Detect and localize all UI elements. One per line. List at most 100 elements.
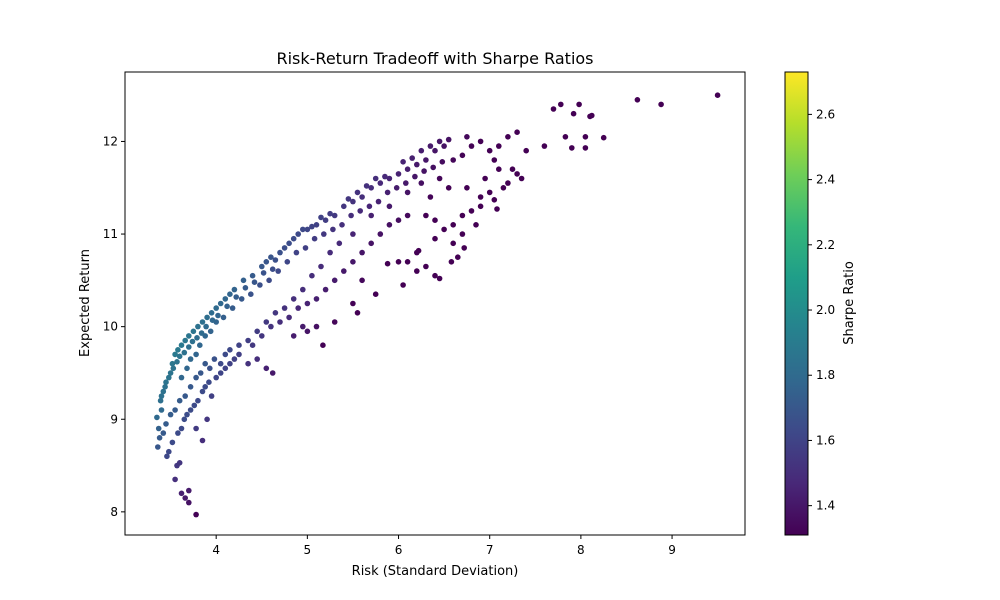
scatter-point [195, 323, 201, 330]
scatter-point [404, 166, 411, 172]
scatter-point [293, 249, 300, 256]
scatter-point [172, 407, 178, 413]
scatter-point [186, 333, 192, 339]
scatter-point [412, 173, 418, 180]
scatter-point [322, 286, 329, 293]
scatter-point [311, 235, 318, 242]
scatter-point [164, 453, 170, 460]
scatter-point [163, 379, 169, 386]
scatter-point [313, 323, 320, 330]
scatter-point [190, 328, 197, 335]
scatter-point [414, 161, 420, 168]
scatter-point [393, 185, 400, 191]
scatter-point [570, 110, 577, 117]
scatter-point [193, 351, 199, 358]
colorbar-tick-label: 1.6 [816, 433, 835, 447]
scatter-point [327, 210, 333, 217]
scatter-point [254, 328, 260, 335]
scatter-point [432, 217, 438, 223]
scatter-point [172, 351, 178, 358]
scatter-point [432, 235, 438, 242]
scatter-point [281, 245, 288, 251]
colorbar-ticks: 1.4 1.6 1.8 2.0 2.2 2.4 2.6 [808, 107, 835, 513]
scatter-point [207, 328, 214, 335]
scatter-point [158, 393, 165, 399]
scatter-point [382, 173, 388, 180]
scatter-point [354, 189, 361, 196]
scatter-point [263, 365, 270, 372]
scatter-point [259, 263, 265, 270]
scatter-point [350, 198, 356, 205]
scatter-point [194, 335, 200, 341]
scatter-point [181, 416, 188, 423]
scatter-point [309, 272, 315, 279]
x-tick-label: 5 [304, 543, 312, 557]
scatter-point [372, 291, 379, 298]
colorbar-tick-label: 2.2 [816, 238, 835, 252]
scatter-point [193, 425, 199, 432]
scatter-point [198, 330, 205, 336]
scatter-point [505, 134, 511, 140]
scatter-point [582, 134, 589, 140]
scatter-point [236, 351, 242, 358]
scatter-point [163, 421, 169, 427]
scatter-point [494, 206, 500, 212]
scatter-point [259, 333, 265, 339]
scatter-point [341, 203, 347, 210]
scatter-point [227, 360, 233, 367]
scatter-point [432, 272, 438, 279]
scatter-point [167, 370, 174, 376]
scatter-point [491, 157, 498, 163]
scatter-point [203, 323, 209, 330]
scatter-point [500, 185, 507, 191]
scatter-point [461, 245, 468, 251]
scatter-point [562, 134, 569, 140]
scatter-point [222, 365, 229, 372]
scatter-point [582, 145, 589, 151]
scatter-point [275, 268, 282, 274]
scatter-point [251, 279, 258, 286]
scatter-point [290, 333, 297, 339]
scatter-point [295, 305, 302, 311]
x-axis-label: Risk (Standard Deviation) [352, 564, 519, 579]
scatter-point [395, 217, 402, 223]
scatter-point [208, 393, 215, 399]
scatter-point [331, 319, 338, 325]
scatter-point [304, 300, 311, 307]
scatter-point [418, 147, 425, 154]
scatter-point [222, 351, 229, 358]
scatter-point [268, 254, 274, 260]
scatter-point [231, 286, 238, 293]
scatter-point [248, 291, 254, 298]
scatter-point [658, 101, 664, 108]
colorbar-tick-label: 2.0 [816, 303, 835, 317]
scatter-point [345, 196, 352, 202]
scatter-point [477, 203, 484, 210]
scatter-point [448, 259, 455, 265]
scatter-point [415, 247, 422, 254]
scatter-point [178, 490, 185, 497]
scatter-point [430, 164, 437, 171]
scatter-point [558, 101, 564, 108]
scatter-point [404, 189, 411, 196]
y-tick-label: 9 [110, 412, 118, 426]
scatter-point [268, 323, 274, 330]
scatter-point [366, 203, 373, 210]
scatter-point [178, 425, 185, 432]
scatter-point [304, 328, 311, 335]
scatter-point [300, 226, 306, 233]
scatter-point [154, 414, 160, 421]
scatter-point [295, 231, 302, 237]
scatter-point [290, 296, 297, 302]
scatter-point [272, 310, 279, 316]
scatter-point [414, 268, 420, 274]
scatter-point [436, 138, 443, 145]
scatter-point [386, 222, 393, 228]
scatter-point [187, 407, 194, 413]
scatter-point [176, 460, 183, 466]
scatter-point [215, 312, 221, 319]
scatter-point [304, 226, 311, 233]
scatter-point [213, 374, 219, 381]
scatter-point [496, 166, 502, 172]
